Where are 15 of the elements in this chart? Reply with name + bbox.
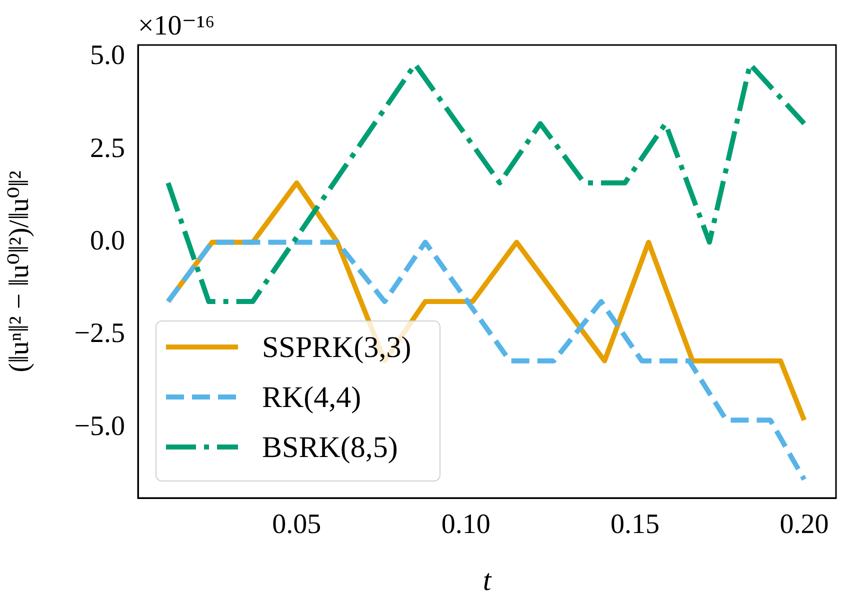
y-tick-label: 5.0: [90, 40, 125, 72]
x-tick-label: 0.10: [441, 509, 490, 540]
text: ×10⁻¹⁶: [138, 10, 215, 42]
y-tick-label: 0.0: [90, 226, 125, 257]
y-tick-label: 2.5: [90, 132, 125, 164]
y-axis-title: (‖uⁿ‖² − ‖u⁰‖²)/‖u⁰‖²: [4, 170, 36, 372]
x-tick-label: 0.05: [272, 509, 322, 540]
y-tick-label: −2.5: [74, 318, 125, 350]
x-tick-label: 0.15: [610, 509, 660, 540]
legend-label: BSRK(8,5): [262, 430, 398, 464]
x-axis-title: t: [482, 564, 492, 597]
legend-label: SSPRK(3,3): [262, 330, 412, 364]
legend-label: RK(4,4): [262, 380, 362, 414]
x-tick-label: 0.20: [780, 509, 829, 540]
y-tick-label: −5.0: [74, 410, 125, 442]
